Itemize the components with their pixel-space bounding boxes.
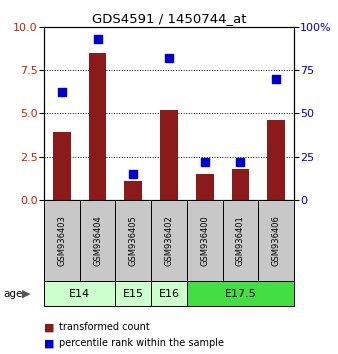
Text: GDS4591 / 1450744_at: GDS4591 / 1450744_at xyxy=(92,12,246,25)
Text: ■: ■ xyxy=(44,338,54,348)
Bar xyxy=(267,120,285,200)
FancyBboxPatch shape xyxy=(44,200,80,281)
Text: percentile rank within the sample: percentile rank within the sample xyxy=(59,338,224,348)
FancyBboxPatch shape xyxy=(44,281,115,306)
FancyBboxPatch shape xyxy=(223,200,258,281)
Point xyxy=(273,76,279,81)
FancyBboxPatch shape xyxy=(258,200,294,281)
Text: ▶: ▶ xyxy=(22,289,30,299)
Text: age: age xyxy=(3,289,23,299)
Bar xyxy=(53,132,71,200)
Text: GSM936403: GSM936403 xyxy=(57,215,66,266)
Text: ■: ■ xyxy=(44,322,54,332)
Bar xyxy=(232,169,249,200)
Text: E16: E16 xyxy=(159,289,179,299)
Bar xyxy=(89,52,106,200)
Point xyxy=(166,55,172,61)
Point xyxy=(238,159,243,165)
Bar xyxy=(160,110,178,200)
Text: GSM936402: GSM936402 xyxy=(165,215,173,266)
Text: E14: E14 xyxy=(69,289,90,299)
FancyBboxPatch shape xyxy=(80,200,115,281)
Text: GSM936404: GSM936404 xyxy=(93,215,102,266)
FancyBboxPatch shape xyxy=(151,200,187,281)
Point xyxy=(202,159,208,165)
Text: E17.5: E17.5 xyxy=(224,289,256,299)
Bar xyxy=(124,181,142,200)
FancyBboxPatch shape xyxy=(115,200,151,281)
Bar xyxy=(196,174,214,200)
Point xyxy=(130,171,136,177)
Text: E15: E15 xyxy=(123,289,144,299)
FancyBboxPatch shape xyxy=(187,200,223,281)
Point xyxy=(59,90,65,95)
Text: GSM936400: GSM936400 xyxy=(200,215,209,266)
Text: transformed count: transformed count xyxy=(59,322,150,332)
FancyBboxPatch shape xyxy=(187,281,294,306)
FancyBboxPatch shape xyxy=(115,281,151,306)
Text: GSM936401: GSM936401 xyxy=(236,215,245,266)
Text: GSM936406: GSM936406 xyxy=(272,215,281,266)
Text: GSM936405: GSM936405 xyxy=(129,215,138,266)
Point xyxy=(95,36,100,41)
FancyBboxPatch shape xyxy=(151,281,187,306)
